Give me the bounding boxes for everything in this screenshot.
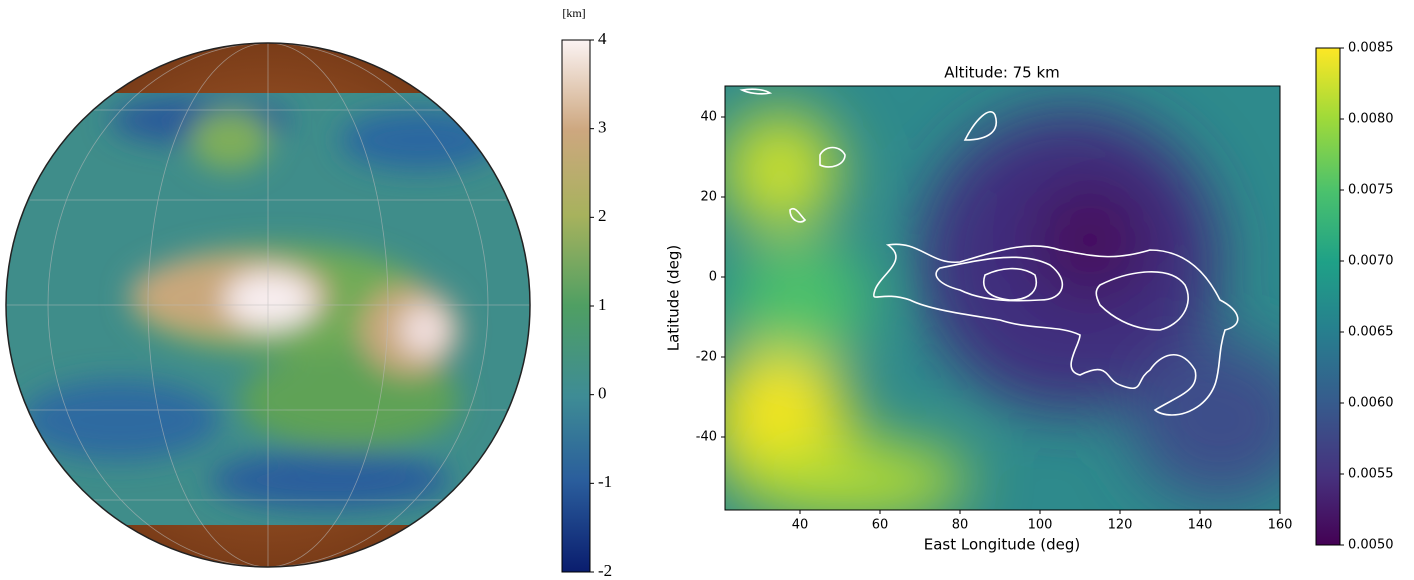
heatmap (725, 86, 1280, 510)
x-tick-label: 80 (952, 518, 969, 533)
colorbar-tick-label: 0.0065 (1348, 325, 1394, 340)
colorbar-tick-label: 0.0050 (1348, 538, 1394, 553)
globe (5, 42, 531, 568)
y-tick-label: -20 (696, 350, 717, 365)
colorbar-tick-label: -2 (598, 561, 612, 580)
plot-frame (724, 85, 1281, 511)
colorbar-tick-label: 0.0080 (1348, 112, 1394, 127)
y-tick-label: 0 (709, 270, 717, 285)
colorbar-label: [km] (562, 6, 585, 20)
x-tick-label: 140 (1188, 518, 1213, 533)
colorbar-tick-label: 2 (598, 206, 607, 225)
colorbar-left (561, 39, 591, 573)
colorbar-tick-label: -1 (598, 472, 612, 491)
y-tick-label: -40 (696, 430, 717, 445)
colorbar-tick-label: 1 (598, 295, 607, 314)
colorbar-tick-label: 0.0075 (1348, 183, 1394, 198)
y-tick-label: 40 (700, 110, 717, 125)
colorbar-tick-label: 3 (598, 118, 607, 137)
colorbar-tick-label: 0 (598, 384, 607, 403)
colorbar-tick-label: 0.0070 (1348, 254, 1394, 269)
colorbar-tick-label: 0.0085 (1348, 41, 1394, 56)
x-tick-label: 120 (1108, 518, 1133, 533)
colorbar-tick-label: 0.0055 (1348, 467, 1394, 482)
plot-title: Altitude: 75 km (944, 64, 1060, 82)
x-tick-label: 160 (1268, 518, 1293, 533)
y-axis-label: Latitude (deg) (665, 245, 683, 351)
colorbar-tick-label: 4 (598, 29, 607, 48)
x-tick-label: 60 (872, 518, 889, 533)
colorbar-tick-label: 0.0060 (1348, 396, 1394, 411)
y-tick-label: 20 (700, 190, 717, 205)
colorbar-right (1315, 47, 1341, 546)
x-tick-label: 100 (1028, 518, 1053, 533)
x-tick-label: 40 (792, 518, 809, 533)
x-axis-label: East Longitude (deg) (924, 536, 1080, 554)
